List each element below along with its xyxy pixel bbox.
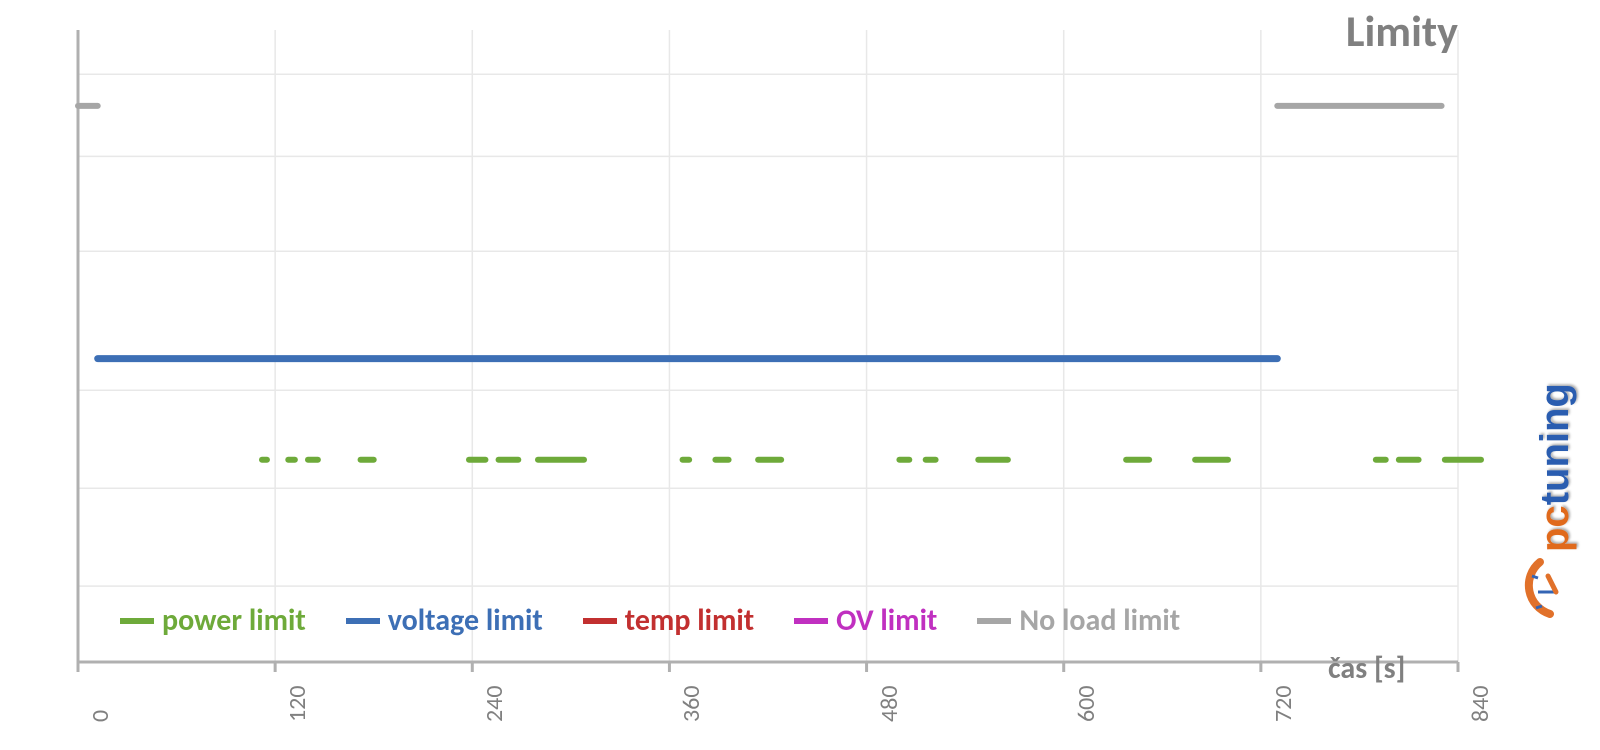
legend-dash (977, 618, 1011, 624)
chart-xlabel: čas [s] (1328, 650, 1405, 687)
legend-label: temp limit (625, 602, 754, 639)
legend-dash (583, 618, 617, 624)
legend-label: power limit (162, 602, 306, 639)
legend-item-temp-limit: temp limit (583, 602, 754, 639)
legend-item-voltage-limit: voltage limit (346, 602, 543, 639)
x-tick-label: 600 (1072, 686, 1101, 723)
legend-label: voltage limit (388, 602, 543, 639)
legend-item-power-limit: power limit (120, 602, 306, 639)
legend-item-no-load-limit: No load limit (977, 602, 1180, 639)
svg-text:pctuning: pctuning (1533, 383, 1577, 552)
x-tick-label: 240 (480, 686, 509, 723)
chart-legend: power limit voltage limit temp limit OV lim… (120, 602, 1180, 639)
x-tick-label: 120 (283, 686, 312, 723)
legend-dash (794, 618, 828, 624)
watermark-tuning: tuning (1533, 383, 1577, 505)
chart-title: Limity (1346, 4, 1458, 58)
x-tick-label: 480 (875, 686, 904, 723)
legend-dash (346, 618, 380, 624)
x-tick-label: 360 (677, 686, 706, 723)
watermark-pc: pc (1533, 505, 1577, 552)
legend-dash (120, 618, 154, 624)
x-tick-label: 840 (1466, 686, 1495, 723)
watermark-pctuning: pctuning (1510, 260, 1590, 620)
legend-item-ov-limit: OV limit (794, 602, 937, 639)
x-tick-label: 0 (86, 710, 115, 722)
legend-label: OV limit (836, 602, 937, 639)
legend-label: No load limit (1019, 602, 1180, 639)
x-tick-label: 720 (1269, 686, 1298, 723)
limits-chart: Limity čas [s] power limit voltage limit t… (0, 0, 1600, 745)
watermark-svg: pctuning (1510, 260, 1590, 620)
